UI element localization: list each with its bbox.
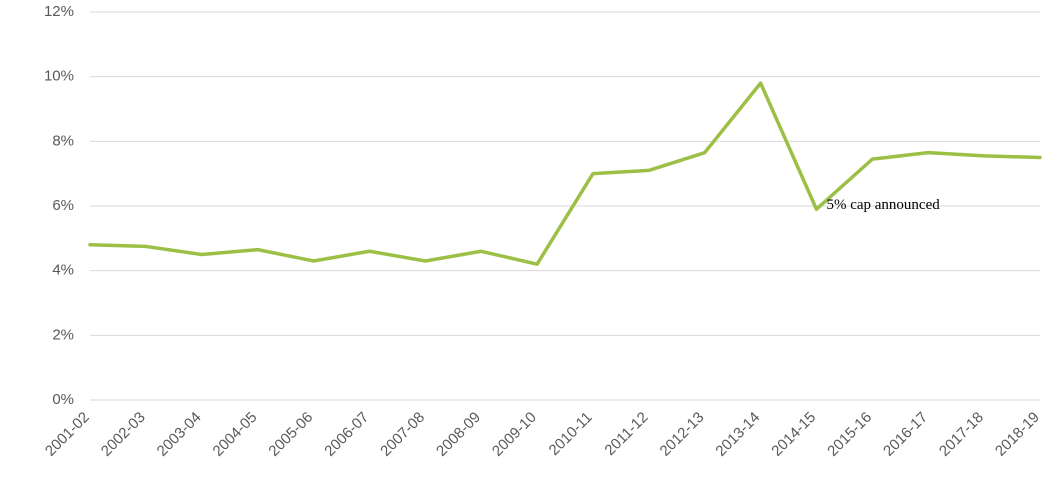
annotation: 5% cap announced [826, 197, 940, 213]
line-chart: 0%2%4%6%8%10%12%2001-022002-032003-04200… [0, 0, 1056, 504]
x-tick-label: 2013-14 [712, 409, 763, 460]
x-tick-label: 2003-04 [154, 409, 205, 460]
y-tick-label: 0% [52, 391, 74, 408]
x-tick-label: 2018-19 [992, 409, 1043, 460]
x-tick-label: 2004-05 [210, 409, 261, 460]
x-tick-label: 2009-10 [489, 409, 540, 460]
y-tick-label: 2% [52, 326, 74, 343]
y-tick-label: 12% [44, 3, 74, 20]
x-tick-label: 2002-03 [98, 409, 149, 460]
y-tick-label: 8% [52, 132, 74, 149]
x-tick-label: 2017-18 [936, 409, 987, 460]
y-tick-label: 4% [52, 262, 74, 279]
x-tick-label: 2014-15 [768, 409, 819, 460]
x-tick-label: 2005-06 [265, 409, 316, 460]
series-line-rate [90, 83, 1040, 264]
x-tick-label: 2011-12 [601, 409, 651, 459]
x-tick-label: 2008-09 [433, 409, 484, 460]
x-tick-label: 2010-11 [546, 409, 596, 459]
x-tick-label: 2012-13 [657, 409, 708, 460]
x-tick-label: 2001-02 [42, 409, 93, 460]
y-tick-label: 10% [44, 68, 74, 85]
x-tick-label: 2007-08 [377, 409, 428, 460]
x-tick-label: 2006-07 [321, 409, 372, 460]
chart-svg: 0%2%4%6%8%10%12%2001-022002-032003-04200… [0, 0, 1056, 504]
y-tick-label: 6% [52, 197, 74, 214]
x-tick-label: 2015-16 [824, 409, 875, 460]
x-tick-label: 2016-17 [880, 409, 931, 460]
